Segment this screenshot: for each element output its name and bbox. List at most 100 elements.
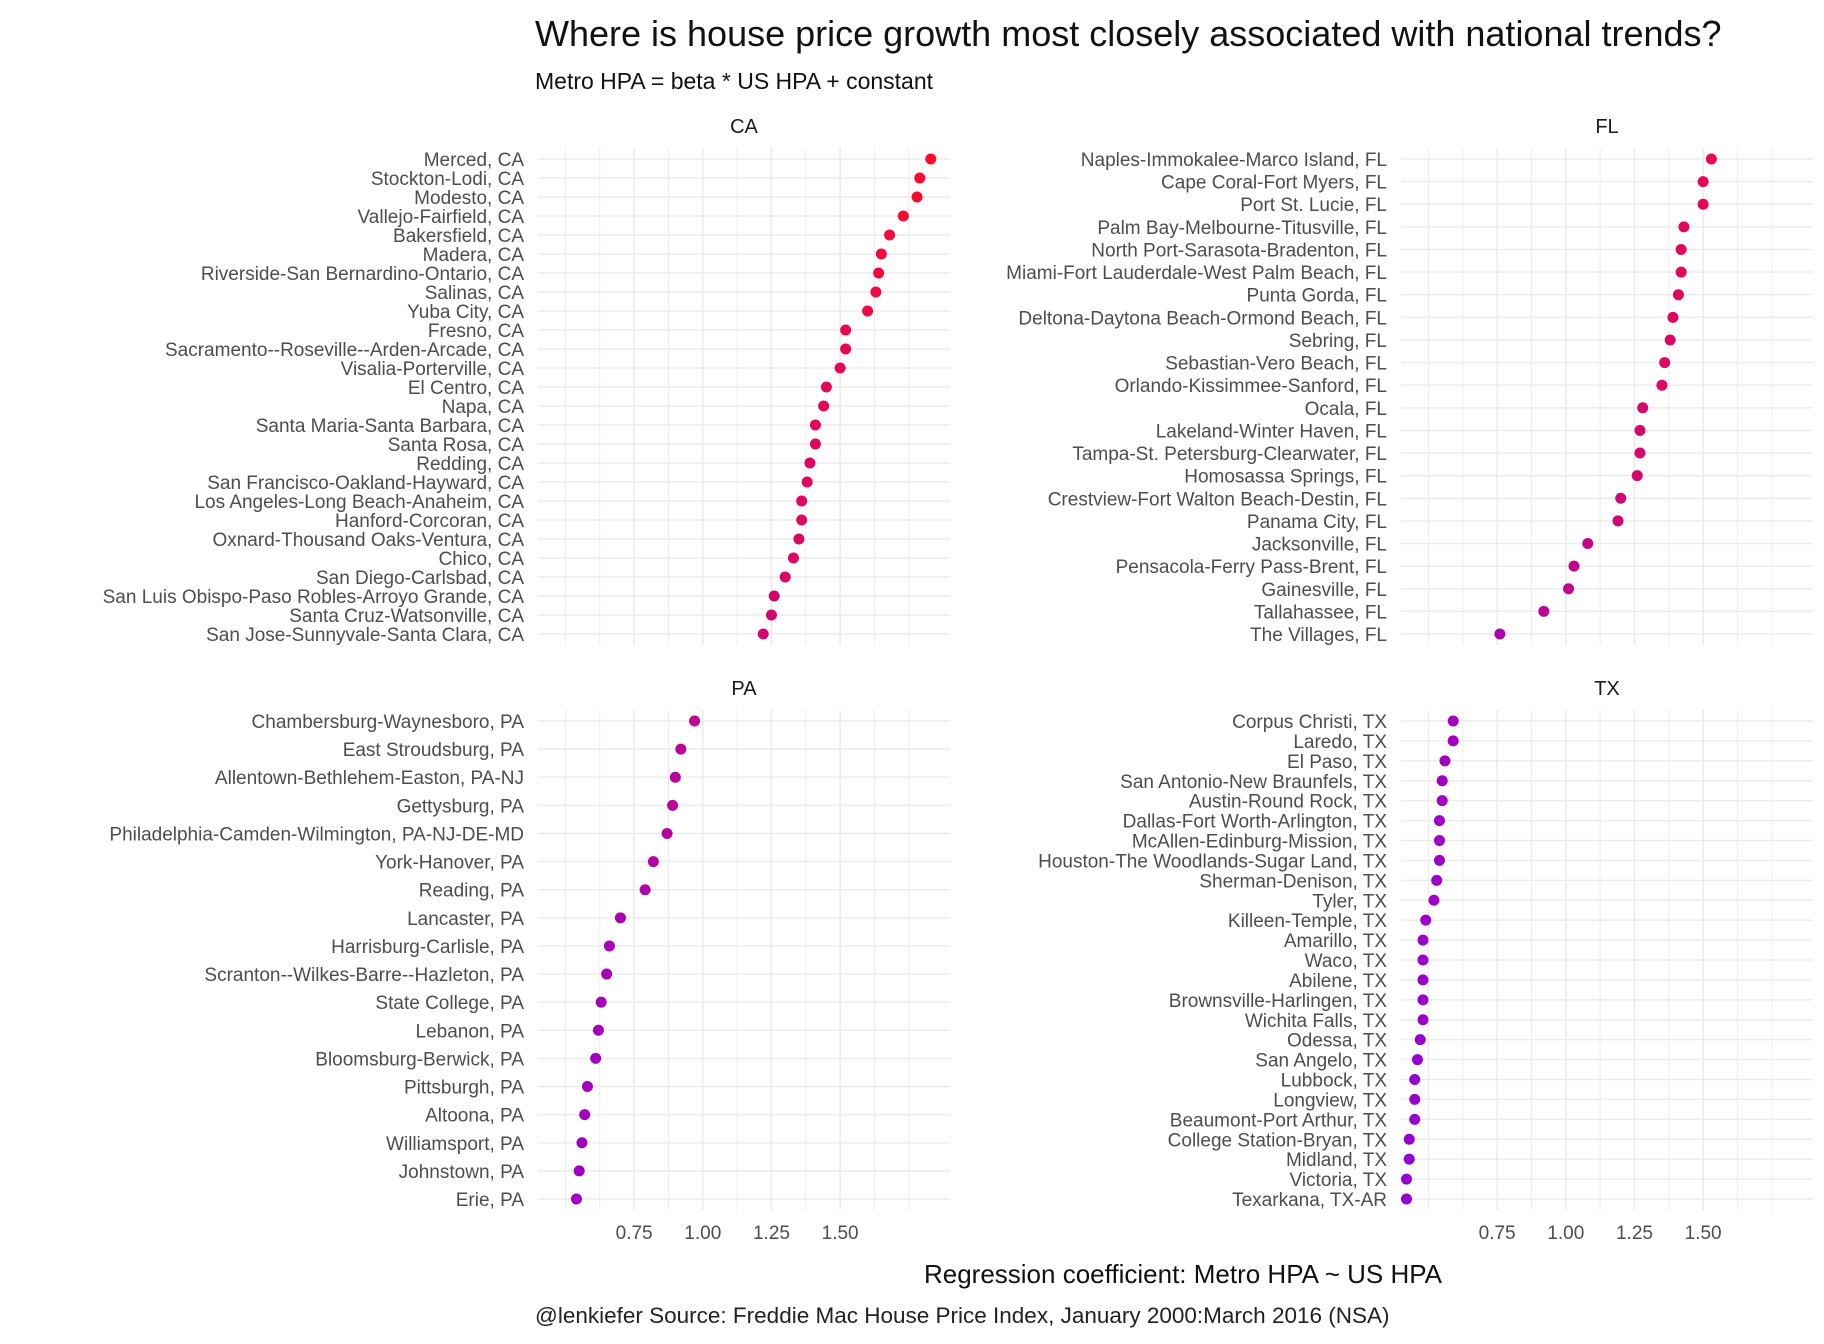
data-point bbox=[1675, 243, 1687, 255]
data-point bbox=[809, 419, 821, 431]
metro-label: San Antonio-New Braunfels, TX bbox=[1120, 772, 1387, 793]
data-point bbox=[1667, 311, 1679, 323]
data-point bbox=[796, 514, 808, 526]
data-point bbox=[1615, 492, 1627, 504]
metro-label: Bloomsburg-Berwick, PA bbox=[315, 1049, 524, 1070]
metro-label: Cape Coral-Fort Myers, FL bbox=[1161, 173, 1387, 194]
data-point bbox=[675, 743, 687, 755]
metro-label: Tallahassee, FL bbox=[1254, 602, 1387, 623]
metro-label: Williamsport, PA bbox=[386, 1134, 524, 1155]
metro-label: Gettysburg, PA bbox=[397, 796, 525, 817]
metro-label: Beaumont-Port Arthur, TX bbox=[1170, 1110, 1388, 1131]
data-point bbox=[875, 248, 887, 260]
data-point bbox=[1634, 424, 1646, 436]
metro-label: Port St. Lucie, FL bbox=[1240, 195, 1387, 216]
data-point bbox=[1400, 1193, 1412, 1205]
x-tick-label: 1.25 bbox=[1616, 1223, 1653, 1244]
data-point bbox=[592, 1024, 604, 1036]
data-point bbox=[1411, 1054, 1423, 1066]
data-point bbox=[1568, 560, 1580, 572]
metro-label: Corpus Christi, TX bbox=[1232, 712, 1387, 733]
metro-label: Reading, PA bbox=[419, 881, 525, 902]
data-point bbox=[595, 996, 607, 1008]
data-point bbox=[1612, 515, 1624, 527]
data-point bbox=[796, 495, 808, 507]
metro-label: Orlando-Kissimmee-Sanford, FL bbox=[1115, 376, 1387, 397]
metro-label: Killeen-Temple, TX bbox=[1228, 911, 1387, 932]
data-point bbox=[1414, 1034, 1426, 1046]
metro-label: Houston-The Woodlands-Sugar Land, TX bbox=[1038, 851, 1387, 872]
metro-label: Sherman-Denison, TX bbox=[1199, 871, 1387, 892]
x-tick-label: 1.50 bbox=[1685, 1223, 1722, 1244]
metro-label: Panama City, FL bbox=[1247, 512, 1387, 533]
metro-label: Palm Bay-Melbourne-Titusville, FL bbox=[1097, 218, 1387, 239]
x-tick-label: 1.00 bbox=[1547, 1223, 1584, 1244]
data-point bbox=[1420, 914, 1432, 926]
data-point bbox=[1634, 447, 1646, 459]
metro-label: El Paso, TX bbox=[1287, 752, 1387, 773]
data-point bbox=[1672, 289, 1684, 301]
data-point bbox=[1417, 934, 1429, 946]
data-point bbox=[840, 343, 852, 355]
data-point bbox=[647, 856, 659, 868]
data-point bbox=[639, 884, 651, 896]
data-point bbox=[1428, 894, 1440, 906]
metro-label: Madera, CA bbox=[423, 245, 525, 266]
metro-label: Brownsville-Harlingen, TX bbox=[1169, 991, 1388, 1012]
chart-caption: @lenkiefer Source: Freddie Mac House Pri… bbox=[535, 1303, 1390, 1328]
data-point bbox=[579, 1109, 591, 1121]
metro-label: Jacksonville, FL bbox=[1252, 535, 1387, 556]
metro-label: Sebastian-Vero Beach, FL bbox=[1165, 354, 1387, 375]
metro-label: Lakeland-Winter Haven, FL bbox=[1156, 421, 1387, 442]
metro-label: Pittsburgh, PA bbox=[404, 1078, 524, 1099]
metro-label: Ocala, FL bbox=[1305, 399, 1387, 420]
data-point bbox=[661, 827, 673, 839]
data-point bbox=[765, 609, 777, 621]
data-point bbox=[576, 1137, 588, 1149]
data-point bbox=[689, 715, 701, 727]
metro-label: Tyler, TX bbox=[1312, 891, 1387, 912]
data-point bbox=[1675, 266, 1687, 278]
data-point bbox=[590, 1052, 602, 1064]
data-point bbox=[1697, 176, 1709, 188]
data-point bbox=[1436, 795, 1448, 807]
data-point bbox=[925, 153, 937, 165]
metro-label: Fresno, CA bbox=[428, 321, 524, 342]
data-point bbox=[1659, 357, 1671, 369]
metro-label: Homosassa Springs, FL bbox=[1184, 467, 1387, 488]
data-point bbox=[1705, 153, 1717, 165]
data-point bbox=[1400, 1173, 1412, 1185]
data-point bbox=[870, 286, 882, 298]
data-point bbox=[669, 771, 681, 783]
metro-label: Dallas-Fort Worth-Arlington, TX bbox=[1123, 812, 1388, 833]
metro-label: Allentown-Bethlehem-Easton, PA-NJ bbox=[215, 768, 524, 789]
metro-label: Los Angeles-Long Beach-Anaheim, CA bbox=[194, 492, 524, 513]
metro-label: College Station-Bryan, TX bbox=[1168, 1130, 1388, 1151]
metro-label: San Jose-Sunnyvale-Santa Clara, CA bbox=[206, 625, 524, 646]
data-point bbox=[1433, 835, 1445, 846]
data-point bbox=[1447, 735, 1459, 747]
metro-label: Wichita Falls, TX bbox=[1245, 1011, 1388, 1032]
x-tick-label: 0.75 bbox=[616, 1223, 653, 1244]
metro-label: Sacramento--Roseville--Arden-Arcade, CA bbox=[165, 340, 524, 361]
data-point bbox=[1656, 379, 1668, 391]
metro-label: Vallejo-Fairfield, CA bbox=[358, 207, 525, 228]
metro-label: Lancaster, PA bbox=[407, 909, 524, 930]
metro-label: Merced, CA bbox=[424, 150, 525, 171]
metro-label: Chico, CA bbox=[438, 549, 524, 570]
metro-label: Punta Gorda, FL bbox=[1247, 286, 1387, 307]
data-point bbox=[1436, 775, 1448, 787]
data-point bbox=[1664, 334, 1676, 346]
metro-label: Victoria, TX bbox=[1289, 1170, 1387, 1191]
metro-label: Santa Maria-Santa Barbara, CA bbox=[256, 416, 525, 437]
metro-label: Odessa, TX bbox=[1287, 1031, 1387, 1052]
chart-subtitle: Metro HPA = beta * US HPA + constant bbox=[535, 68, 934, 94]
panel-fl: FL Naples-Immokalee-Marco Island, FLCape … bbox=[1006, 116, 1813, 646]
data-point bbox=[1697, 198, 1709, 210]
x-tick-label: 1.25 bbox=[753, 1223, 790, 1244]
facet-strip-label: TX bbox=[1594, 678, 1620, 700]
data-point bbox=[787, 552, 799, 564]
data-point bbox=[1439, 755, 1451, 767]
data-point bbox=[911, 191, 923, 203]
